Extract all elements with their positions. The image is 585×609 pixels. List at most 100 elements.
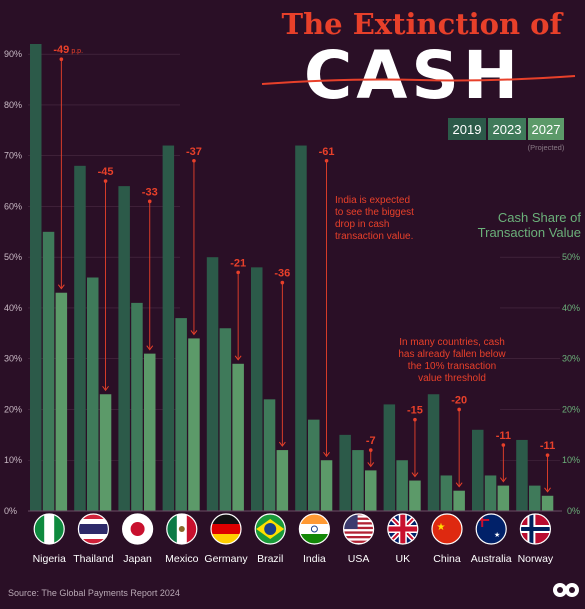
cash-strike-line	[261, 75, 576, 85]
right-y-tick-label: 10%	[562, 455, 580, 465]
change-label-uk: -15	[407, 405, 423, 417]
country-label-brazil: Brazil	[257, 553, 283, 565]
bar-germany-2019	[206, 257, 219, 511]
threshold-annotation: In many countries, cash has already fall…	[398, 337, 506, 384]
bar-japan-2027	[144, 353, 156, 511]
legend-swatch-2027	[528, 118, 564, 140]
y-tick-label: 50%	[4, 252, 22, 262]
flag-germany	[210, 513, 242, 545]
change-label-china: -20	[451, 394, 467, 406]
legend-swatch-2023	[488, 118, 526, 140]
flag-usa	[343, 513, 375, 545]
bar-nigeria-2023	[42, 231, 55, 511]
flag-ring	[254, 513, 286, 545]
change-label-thailand: -45	[98, 166, 114, 178]
bar-thailand-2019	[74, 165, 86, 511]
change-arrowhead	[499, 477, 507, 483]
bar-brazil-2019	[251, 267, 263, 511]
india-annotation-line-1: India is expected	[335, 195, 410, 206]
svg-text:★: ★	[437, 522, 446, 533]
y-tick-label: 10%	[4, 455, 22, 465]
flag-uk	[387, 513, 419, 545]
right-y-tick-label: 50%	[562, 252, 580, 262]
country-label-uk: UK	[396, 553, 411, 565]
change-arrowhead	[544, 487, 551, 493]
flag-ring	[77, 513, 110, 545]
bar-uk-2019	[383, 404, 396, 511]
bar-nigeria-2027	[55, 292, 68, 511]
india-annotation: India is expected to see the biggest dro…	[335, 195, 414, 242]
bar-usa-2027	[365, 470, 377, 511]
flag-ring	[387, 513, 419, 545]
bar-india-2019	[295, 145, 307, 512]
y-tick-label: 40%	[4, 303, 22, 313]
change-label-brazil: -36	[274, 268, 290, 280]
right-y-tick-label: 30%	[562, 354, 580, 364]
logo-right-eye	[569, 587, 575, 593]
legend-label-2027: 2027	[532, 122, 561, 137]
right-y-tick-label: 0%	[567, 506, 580, 516]
svg-text:★: ★	[494, 531, 500, 539]
flag-ring	[431, 513, 463, 545]
bar-japan-2023	[131, 302, 143, 511]
flag-ring	[519, 513, 552, 545]
flag-brazil	[254, 513, 286, 545]
bar-brazil-2023	[263, 399, 276, 511]
change-arrowhead	[323, 451, 330, 458]
y-tick-label: 30%	[4, 354, 22, 364]
bar-australia-2023	[484, 475, 497, 511]
bar-india-2023	[308, 419, 320, 511]
source-note: Source: The Global Payments Report 2024	[8, 588, 180, 598]
country-label-nigeria: Nigeria	[33, 553, 66, 565]
india-annotation-line-3: drop in cash	[335, 219, 389, 230]
country-flags: Nigeria Thailand Japan Mexico Germany Brazil I…	[33, 513, 554, 565]
country-label-china: China	[433, 553, 461, 565]
bar-uk-2027	[409, 480, 421, 511]
change-arrowhead	[57, 284, 65, 290]
country-label-usa: USA	[348, 553, 370, 565]
threshold-annotation-line-3: the 10% transaction	[408, 361, 496, 372]
bar-norway-2019	[516, 439, 528, 511]
flag-nigeria	[33, 513, 65, 545]
bar-uk-2023	[396, 460, 408, 511]
bar-china-2019	[427, 394, 440, 511]
right-axis-title-1: Cash Share of	[498, 210, 581, 225]
bar-nigeria-2019	[30, 44, 42, 511]
country-label-norway: Norway	[518, 553, 554, 565]
country-label-thailand: Thailand	[73, 553, 113, 565]
change-label-mexico: -37	[186, 146, 202, 158]
y-tick-label: 70%	[4, 151, 22, 161]
axes: 0% 10% 20% 30% 40% 50% 60% 70% 80% 90% 0% 10% 20% 30%…	[4, 49, 580, 516]
change-arrowhead	[102, 385, 109, 392]
right-axis-title-2: Transaction Value	[478, 225, 581, 240]
flag-ring	[210, 513, 242, 545]
right-y-tick-label: 40%	[562, 303, 580, 313]
flag-ring	[298, 513, 330, 545]
bar-usa-2019	[339, 434, 351, 511]
bar-mexico-2019	[162, 145, 175, 512]
flag-thailand	[77, 513, 110, 545]
y-tick-label: 80%	[4, 100, 22, 110]
flag-norway	[519, 513, 552, 545]
change-label-usa: -7	[366, 435, 376, 447]
country-label-australia: Australia	[471, 553, 512, 565]
change-arrowhead	[278, 441, 286, 447]
change-label-nigeria: -49	[53, 44, 69, 56]
bar-china-2027	[453, 490, 465, 511]
bar-mexico-2023	[175, 318, 187, 511]
change-label-australia: -11	[496, 430, 511, 442]
country-label-germany: Germany	[204, 553, 248, 565]
flag-ring	[166, 513, 198, 545]
change-arrowhead	[367, 462, 375, 468]
bar-norway-2027	[541, 495, 554, 511]
title-line-2: CASH	[304, 37, 522, 114]
bar-thailand-2023	[87, 277, 99, 511]
bar-usa-2023	[352, 450, 364, 511]
bar-china-2023	[440, 475, 453, 511]
change-label-norway: -11	[540, 440, 555, 452]
flag-japan	[122, 513, 154, 545]
threshold-annotation-line-1: In many countries, cash	[399, 337, 505, 348]
legend: 2019 2023 2027 (Projected)	[448, 118, 565, 152]
legend-note: (Projected)	[528, 143, 565, 152]
